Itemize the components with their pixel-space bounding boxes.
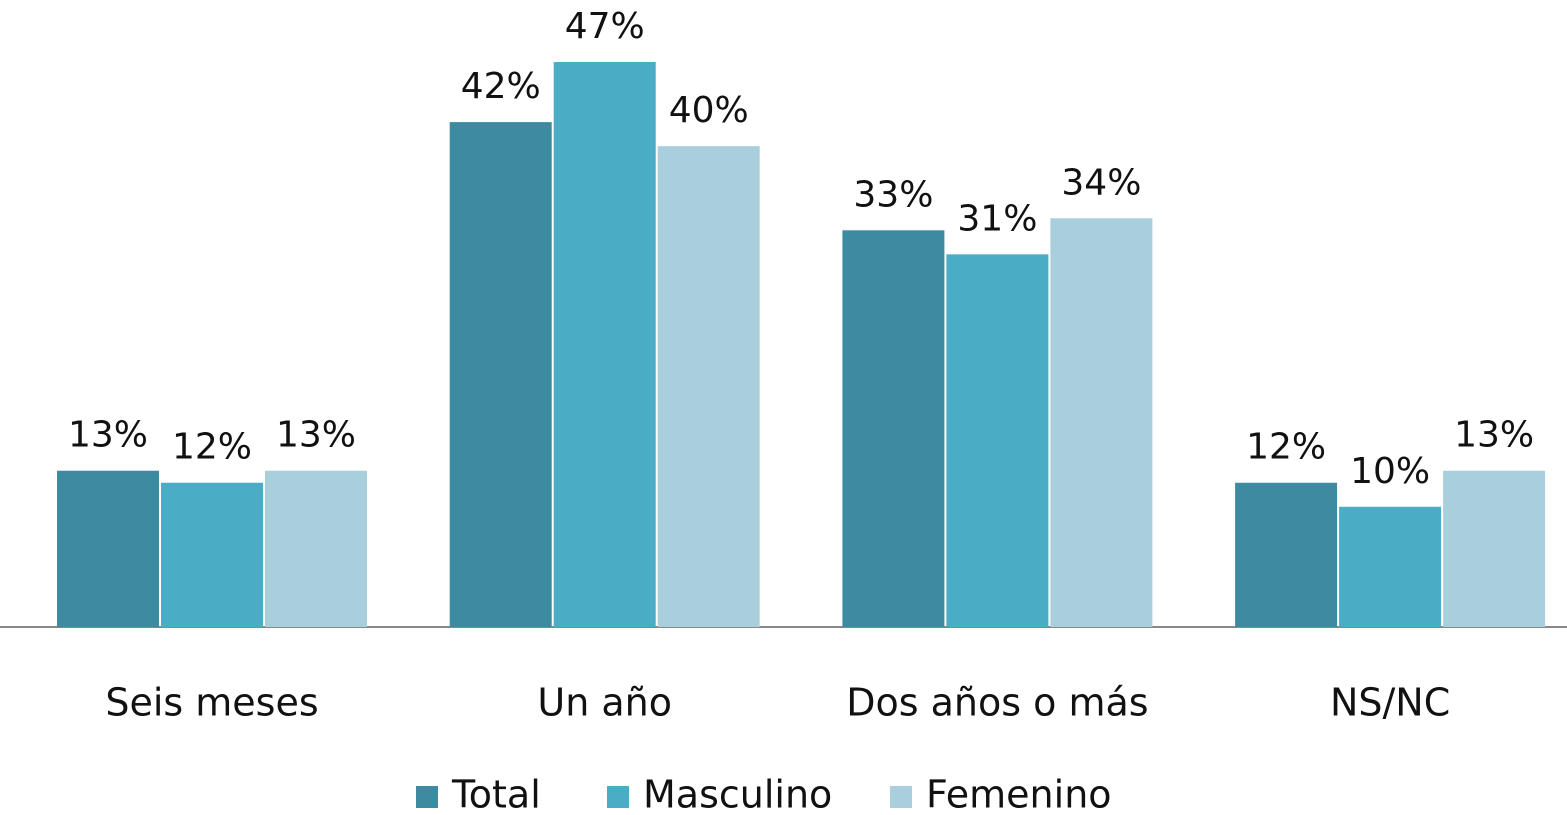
legend-label: Total [451, 773, 541, 815]
legend-swatch [416, 786, 438, 808]
legend-label: Femenino [926, 773, 1112, 815]
bar [161, 482, 263, 627]
bar [842, 230, 945, 628]
x-tick-label: Dos años o más [846, 681, 1148, 725]
legend-swatch [607, 786, 629, 808]
bar [946, 254, 1049, 627]
data-label: 12% [1246, 427, 1326, 468]
data-label: 42% [461, 66, 541, 107]
data-label: 12% [172, 427, 252, 468]
data-label: 47% [565, 6, 645, 47]
bar [1443, 470, 1546, 627]
bar [1235, 482, 1338, 627]
data-label: 31% [957, 198, 1037, 239]
bar [449, 122, 552, 627]
x-tick-label: Seis meses [105, 681, 318, 725]
data-label: 13% [276, 415, 356, 456]
bar [657, 146, 760, 628]
legend-swatch [890, 786, 912, 808]
data-label: 13% [68, 415, 148, 456]
data-label: 40% [669, 90, 749, 131]
bar [57, 470, 159, 627]
data-label: 34% [1061, 162, 1141, 203]
x-tick-label: Un año [537, 681, 672, 725]
data-label: 33% [853, 174, 933, 215]
bar [265, 470, 367, 627]
data-label: 10% [1350, 451, 1430, 492]
bar [553, 62, 656, 627]
bar [1050, 218, 1153, 627]
data-label: 13% [1454, 415, 1534, 456]
legend-label: Masculino [643, 773, 832, 815]
x-tick-label: NS/NC [1330, 681, 1450, 725]
bar [1339, 506, 1442, 627]
